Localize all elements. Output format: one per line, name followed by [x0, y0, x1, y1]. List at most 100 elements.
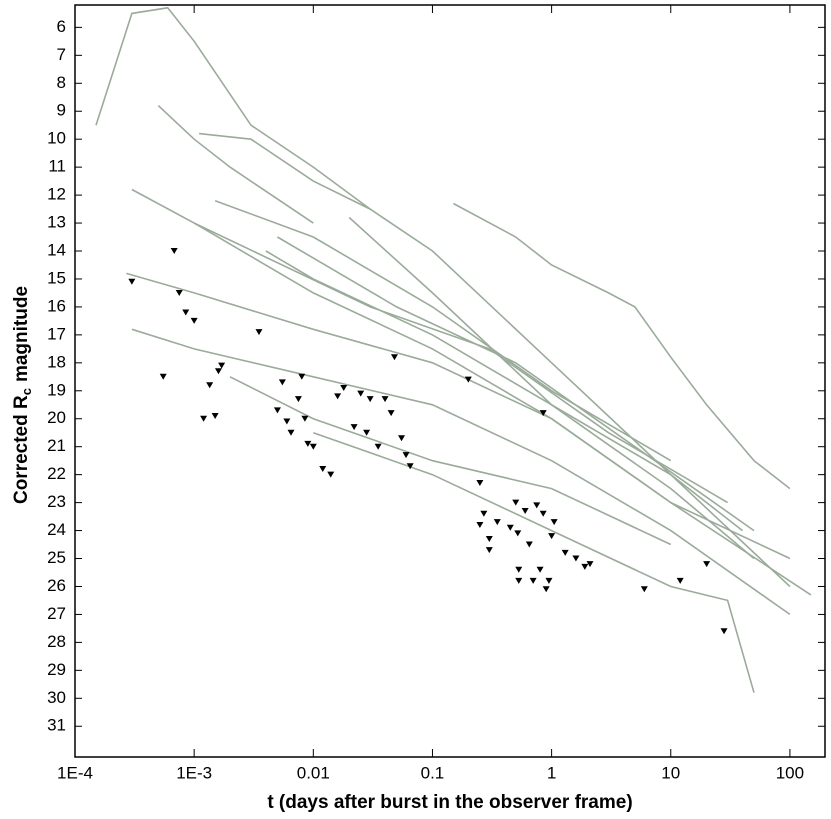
upper-limit — [476, 521, 484, 528]
upper-limit — [218, 362, 226, 369]
light-curve — [348, 216, 743, 532]
x-tick-label: 1E-4 — [57, 763, 93, 782]
y-tick-label: 23 — [47, 492, 66, 511]
upper-limit — [211, 412, 219, 419]
y-tick-label: 9 — [57, 101, 66, 120]
upper-limit — [278, 379, 286, 386]
light-curve — [276, 236, 755, 532]
upper-limit — [640, 586, 648, 593]
upper-limit — [350, 424, 358, 431]
y-tick-label: 12 — [47, 185, 66, 204]
light-curve — [199, 132, 791, 588]
y-tick-label: 19 — [47, 380, 66, 399]
y-label-sub: c — [19, 388, 34, 395]
upper-limit — [521, 507, 529, 514]
upper-limit — [381, 396, 389, 403]
y-label-part: magnitude — [11, 286, 32, 382]
y-tick-label: 24 — [47, 520, 66, 539]
upper-limit — [548, 533, 556, 540]
x-tick-label: 1 — [547, 763, 556, 782]
y-tick-label: 27 — [47, 604, 66, 623]
upper-limit — [533, 502, 541, 509]
x-tick-label: 10 — [661, 763, 680, 782]
y-tick-label: 17 — [47, 324, 66, 343]
upper-limit — [545, 577, 553, 584]
upper-limit — [214, 368, 222, 375]
y-tick-label: 22 — [47, 464, 66, 483]
y-tick-label: 21 — [47, 436, 66, 455]
x-tick-label: 1E-3 — [176, 763, 212, 782]
upper-limit — [304, 440, 312, 447]
y-tick-label: 20 — [47, 408, 66, 427]
upper-limit — [287, 429, 295, 436]
upper-limit — [190, 317, 198, 324]
upper-limit — [514, 530, 522, 537]
upper-limit — [542, 586, 550, 593]
upper-limit — [529, 577, 537, 584]
upper-limit — [485, 547, 493, 554]
upper-limit — [572, 555, 580, 562]
light-curve — [453, 202, 791, 490]
upper-limit — [159, 373, 167, 380]
y-tick-label: 15 — [47, 268, 66, 287]
upper-limit — [406, 463, 414, 470]
upper-limit — [515, 566, 523, 573]
upper-limit — [390, 354, 398, 361]
upper-limit — [374, 443, 382, 450]
light-curve — [131, 188, 812, 596]
upper-limit — [182, 309, 190, 316]
light-curve — [214, 199, 672, 462]
x-tick-label: 0.1 — [421, 763, 445, 782]
plot-frame — [74, 4, 826, 758]
upper-limit — [476, 480, 484, 487]
upper-limit — [309, 443, 317, 450]
upper-limit — [402, 452, 410, 459]
upper-limit — [536, 566, 544, 573]
upper-limit — [283, 418, 291, 425]
upper-limit — [525, 541, 533, 548]
upper-limit — [273, 407, 281, 414]
upper-limit — [334, 393, 342, 400]
upper-limit — [561, 549, 569, 556]
upper-limit — [539, 410, 547, 417]
upper-limit — [319, 466, 327, 473]
upper-limit — [363, 429, 371, 436]
y-tick-label: 26 — [47, 576, 66, 595]
upper-limit — [398, 435, 406, 442]
x-tick-label: 100 — [776, 763, 804, 782]
y-tick-label: 25 — [47, 548, 66, 567]
upper-limit — [506, 524, 514, 531]
upper-limit — [720, 628, 728, 635]
y-tick-label: 6 — [57, 17, 66, 36]
upper-limit — [485, 535, 493, 542]
y-tick-label: 18 — [47, 352, 66, 371]
upper-limit — [200, 415, 208, 422]
x-tick-label: 0.01 — [297, 763, 330, 782]
upper-limit — [581, 563, 589, 570]
y-tick-label: 11 — [48, 157, 66, 176]
y-tick-label: 30 — [47, 688, 66, 707]
upper-limit — [493, 519, 501, 526]
upper-limit — [480, 510, 488, 517]
y-tick-label: 16 — [47, 296, 66, 315]
y-tick-label: 8 — [57, 73, 66, 92]
upper-limit — [387, 410, 395, 417]
light-curve — [157, 105, 314, 224]
upper-limit — [464, 376, 472, 383]
upper-limit — [175, 289, 183, 296]
upper-limit — [170, 248, 178, 255]
upper-limit — [676, 577, 684, 584]
y-tick-label: 31 — [47, 716, 66, 735]
y-tick-label: 29 — [47, 660, 66, 679]
light-curve — [265, 250, 755, 560]
upper-limit — [366, 396, 374, 403]
y-tick-label: 10 — [47, 129, 66, 148]
upper-limit — [357, 390, 365, 397]
light-curve — [95, 6, 371, 210]
y-label-part: Corrected R — [11, 395, 32, 504]
upper-limit — [550, 519, 558, 526]
light-curve — [313, 431, 755, 693]
y-axis-label: Corrected Rc magnitude — [11, 286, 34, 504]
light-curve — [131, 328, 791, 616]
